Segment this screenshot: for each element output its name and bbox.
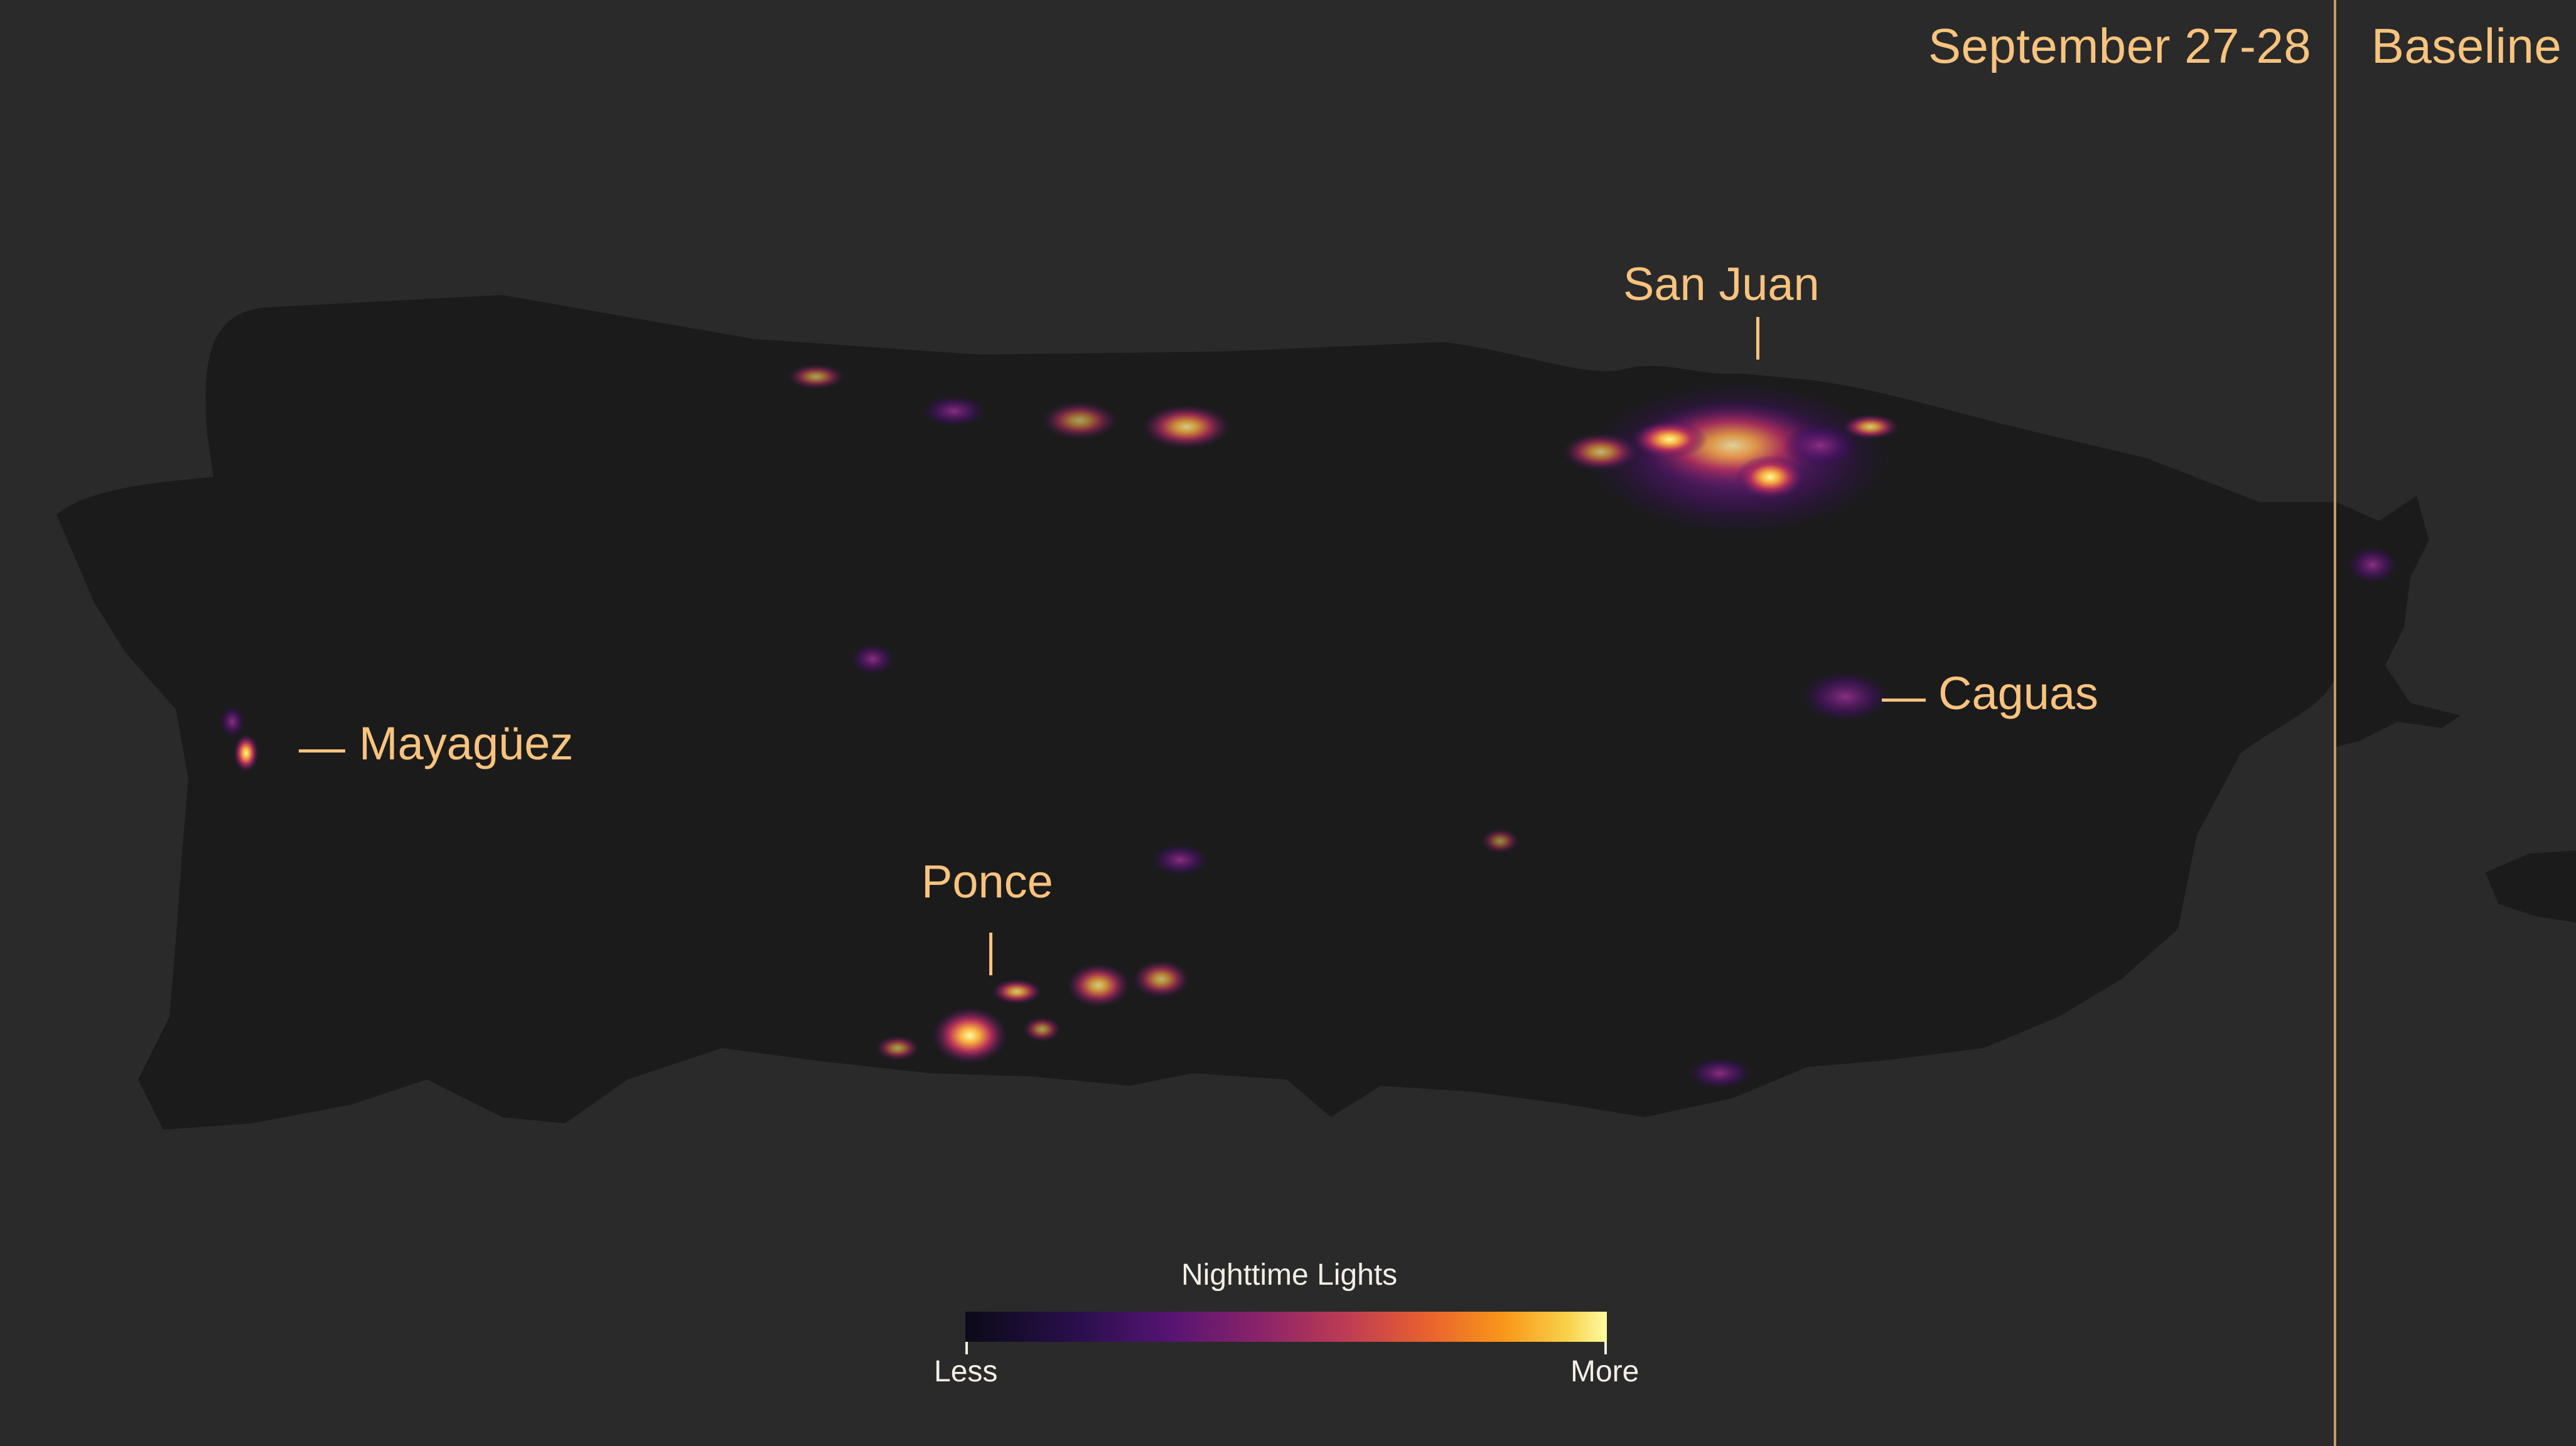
legend-label-more: More xyxy=(1570,1355,1640,1388)
ponce-leader-line xyxy=(989,933,992,975)
city-label-ponce: Ponce xyxy=(921,855,1053,908)
legend-title: Nighttime Lights xyxy=(1181,1258,1398,1292)
city-label-caguas: Caguas xyxy=(1938,667,2099,719)
city-lights xyxy=(220,364,2398,1089)
date-label: September 27-28 xyxy=(1928,18,2312,73)
legend-color-bar xyxy=(965,1312,1607,1342)
legend-label-less: Less xyxy=(934,1355,998,1388)
caguas-leader-line xyxy=(1882,699,1926,702)
san-juan-leader-line xyxy=(1756,317,1759,360)
legend-tick-low xyxy=(965,1342,968,1354)
mayaguez-leader-line xyxy=(299,749,345,752)
city-label-san-juan: San Juan xyxy=(1623,258,1820,310)
city-label-mayaguez: Mayagüez xyxy=(359,717,574,769)
vieques-landmass xyxy=(2486,850,2576,923)
swipe-divider[interactable] xyxy=(2334,0,2336,1446)
legend-tick-high xyxy=(1604,1342,1607,1354)
baseline-label: Baseline xyxy=(2371,18,2562,73)
east-tip-landmass xyxy=(2336,496,2461,747)
